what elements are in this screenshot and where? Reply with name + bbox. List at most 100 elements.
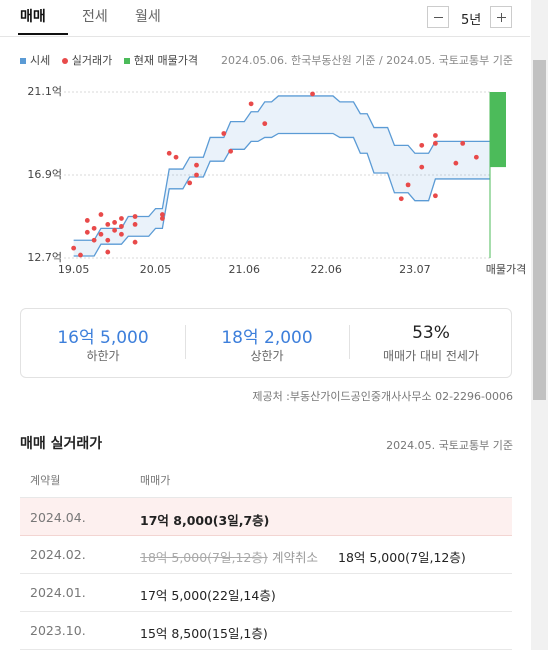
transaction-point (166, 150, 172, 156)
transaction-point (132, 239, 138, 245)
transaction-point (71, 245, 77, 251)
summary-value: 16억 5,000 (57, 328, 149, 348)
cancel-note: 계약취소 (272, 550, 319, 565)
summary-divider (185, 325, 186, 359)
transaction-point (419, 164, 425, 170)
summary-value: 18억 2,000 (221, 328, 313, 348)
transaction-point (453, 160, 459, 166)
section-note: 2024.05. 국토교통부 기준 (386, 439, 513, 452)
transaction-point (105, 237, 111, 243)
transaction-point (460, 140, 466, 146)
transaction-point (112, 227, 118, 233)
transaction-point (248, 101, 254, 107)
transaction-point (398, 196, 404, 202)
table-row (20, 498, 512, 536)
legend-swatch (61, 58, 68, 64)
y-tick-label: 16.9억 (27, 168, 62, 181)
legend-label: 현재 매물가격 (133, 54, 198, 67)
listing-range (490, 92, 506, 168)
transaction-point (173, 154, 179, 160)
transaction-point (187, 180, 193, 186)
table-header (20, 460, 512, 498)
provider: 제공처 :부동산가이드공인중개사사무소 02-2296-0006 (252, 390, 513, 403)
summary-label: 매매가 대비 전세가 (383, 349, 479, 363)
price-cell: 17억 8,000(3일,7층) (140, 513, 270, 528)
x-tick-label: 22.06 (310, 263, 342, 276)
table-row (20, 574, 512, 612)
transaction-point (84, 229, 90, 235)
transaction-point (159, 216, 165, 221)
summary-value: 53% (412, 323, 450, 343)
cancelled-price: 18억 5,000(7일,12층) (140, 550, 268, 565)
legend-label: 실거래가 (71, 54, 113, 67)
legend-swatch (20, 58, 26, 64)
x-tick-label: 매물가격 (486, 263, 526, 276)
month-cell: 2024.04. (30, 510, 86, 525)
summary-divider (349, 325, 350, 359)
month-cell: 2023.10. (30, 623, 86, 638)
transaction-point (98, 212, 104, 217)
minus-button[interactable] (427, 6, 449, 28)
transaction-point (419, 142, 425, 148)
transaction-point (105, 222, 111, 227)
transaction-point (91, 237, 97, 243)
chart: 12.7억 16.9억 21.1억 19.05 20.05 21.06 22.06 23.07… (27, 85, 526, 276)
month-cell: 2024.01. (30, 585, 86, 600)
transaction-point (194, 172, 199, 178)
month-cell: 2024.02. (30, 547, 86, 562)
x-tick-label: 21.06 (229, 263, 261, 276)
transaction-point (84, 218, 90, 223)
transaction-point (78, 252, 83, 258)
legend: 시세 실거래가 현재 매물가격 (20, 52, 198, 68)
summary-label: 상한가 (250, 349, 284, 363)
transaction-point (228, 148, 234, 154)
tab-underline (18, 33, 68, 35)
legend-label: 시세 (30, 54, 51, 67)
header-cell: 매매가 (140, 474, 171, 487)
section-title: 매매 실거래가 (20, 436, 103, 452)
upper-line (73, 95, 490, 241)
transaction-point (473, 154, 479, 160)
transaction-point (432, 133, 438, 138)
price-cell: 15억 8,500(15일,1층) (140, 626, 268, 641)
transaction-point (405, 182, 411, 188)
tab[interactable]: 월세 (135, 9, 161, 25)
summary-box (20, 308, 512, 378)
scrollbar-thumb[interactable] (533, 60, 546, 400)
transaction-point (432, 140, 438, 146)
transaction-point (105, 249, 111, 255)
transaction-point (194, 162, 199, 168)
price-cell: 17억 5,000(22일,14층) (140, 588, 276, 603)
period: 5년 (461, 13, 482, 28)
x-tick-label: 23.07 (399, 263, 431, 276)
transaction-point (91, 225, 97, 231)
plus-button[interactable] (490, 6, 512, 28)
transaction-point (119, 223, 124, 229)
tab[interactable]: 매매 (20, 9, 46, 25)
transaction-point (132, 214, 138, 219)
divider (0, 36, 530, 37)
lower-line (73, 132, 490, 257)
transaction-point (112, 220, 118, 225)
band-fill (73, 95, 491, 257)
header-cell: 계약월 (30, 474, 61, 487)
transaction-point (119, 231, 124, 237)
x-tick-label: 19.05 (58, 263, 90, 276)
tab[interactable]: 전세 (82, 9, 108, 25)
transaction-point (221, 131, 227, 136)
legend-swatch (123, 58, 130, 64)
legend-note: 2024.05.06. 한국부동산원 기준 / 2024.05. 국토교통부 기… (221, 54, 513, 67)
transaction-point (159, 212, 165, 217)
transaction-point (119, 216, 124, 221)
transaction-point (432, 193, 438, 199)
summary-label: 하한가 (86, 349, 120, 363)
transaction-point (98, 231, 104, 237)
transaction-point (262, 121, 268, 127)
y-tick-label: 12.7억 (27, 251, 62, 264)
transaction-point (132, 222, 138, 227)
price-cell: 18억 5,000(7일,12층) (338, 550, 466, 565)
table-row (20, 536, 512, 574)
transaction-point (310, 91, 315, 97)
y-tick-label: 21.1억 (27, 85, 62, 98)
